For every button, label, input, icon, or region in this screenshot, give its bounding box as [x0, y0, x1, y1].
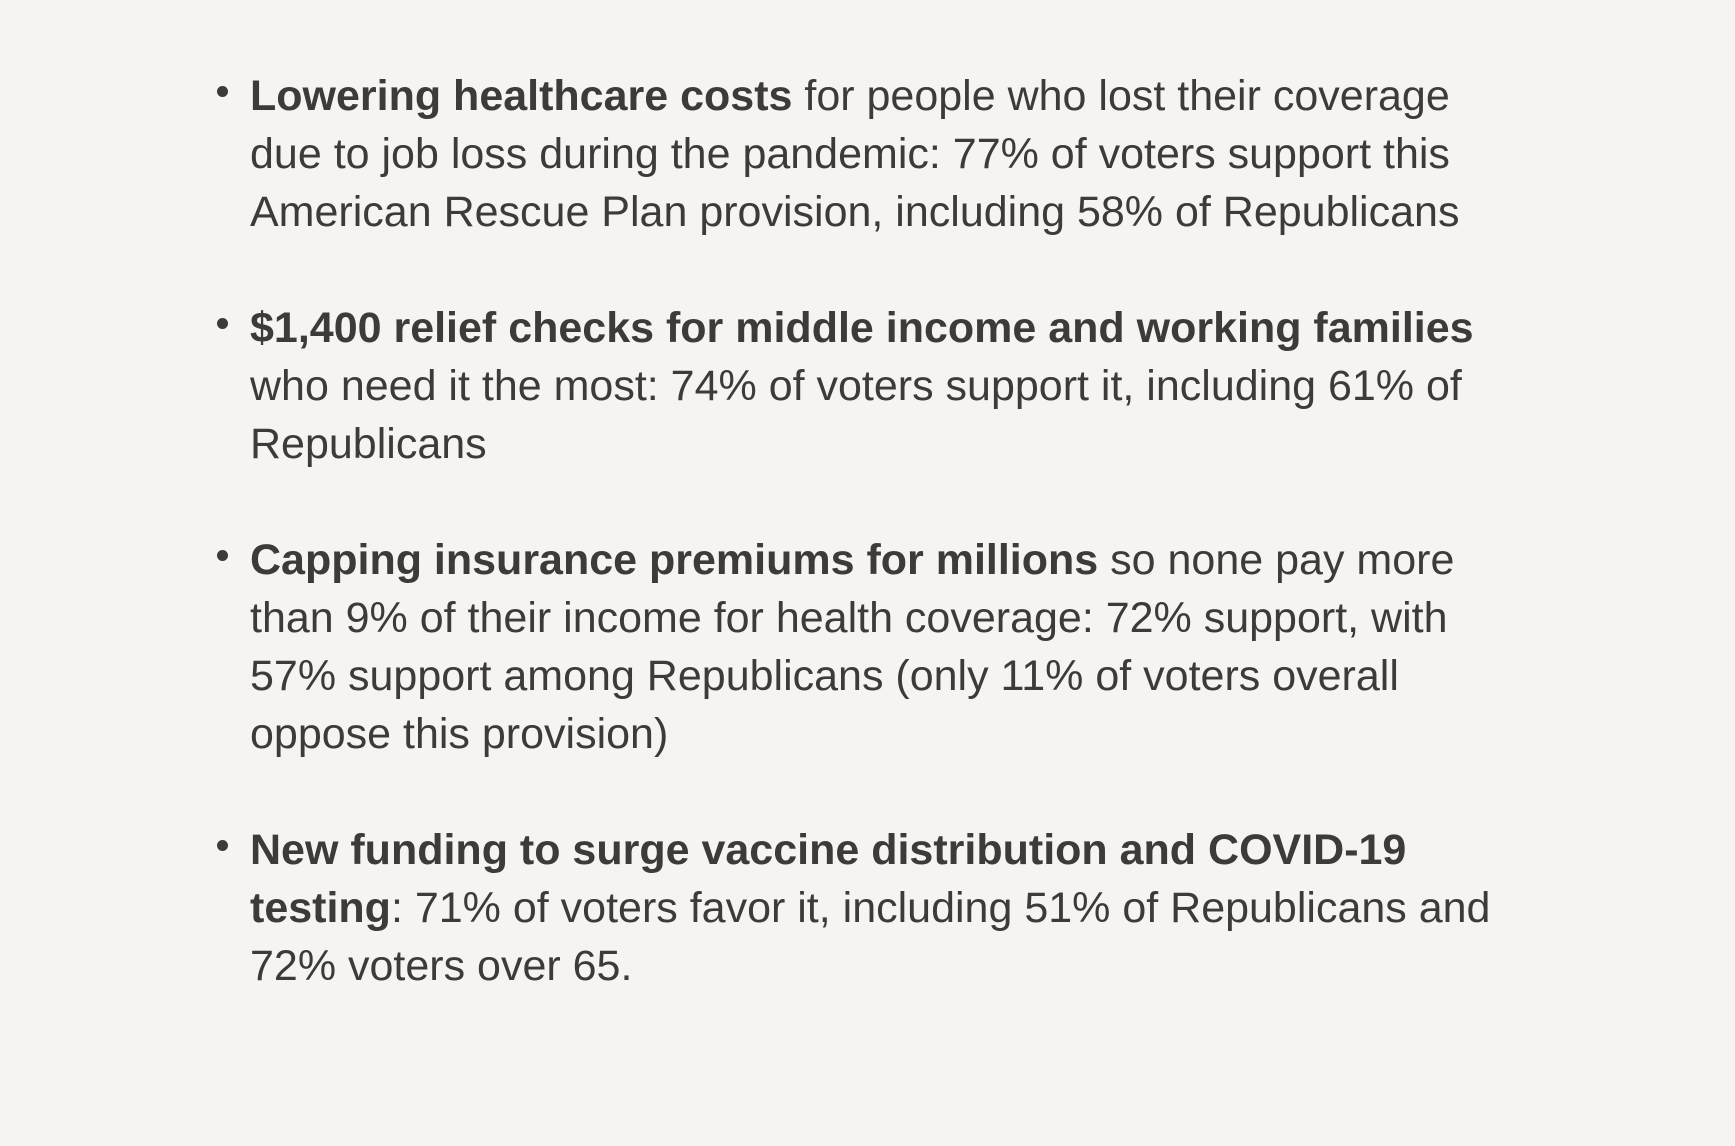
bullet-icon	[217, 550, 228, 561]
list-item: Lowering healthcare costs for people who…	[217, 67, 1610, 241]
list-item: $1,400 relief checks for middle income a…	[217, 299, 1610, 473]
provision-title: Capping insurance premiums for millions	[250, 536, 1099, 584]
provision-detail: so none pay more than 9% of their income…	[250, 536, 1455, 758]
provision-detail: who need it the most: 74% of voters supp…	[250, 362, 1462, 468]
bullet-icon	[217, 318, 228, 329]
provision-detail: : 71% of voters favor it, including 51% …	[250, 884, 1491, 990]
provision-title: New funding to surge vaccine distributio…	[250, 826, 1407, 932]
provision-detail: for people who lost their coverage due t…	[250, 72, 1460, 236]
bullet-icon	[217, 86, 228, 97]
provision-title: Lowering healthcare costs	[250, 72, 793, 120]
bullet-icon	[217, 840, 228, 851]
list-item: Capping insurance premiums for millions …	[217, 531, 1610, 763]
provision-title: $1,400 relief checks for middle income a…	[250, 304, 1474, 352]
provision-list: Lowering healthcare costs for people who…	[217, 67, 1610, 995]
list-item: New funding to surge vaccine distributio…	[217, 821, 1610, 995]
